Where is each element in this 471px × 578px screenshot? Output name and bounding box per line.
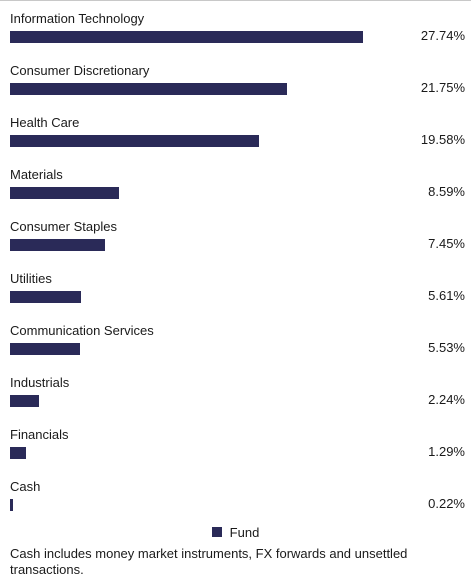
bar <box>10 447 26 459</box>
chart-legend: Fund <box>0 525 471 541</box>
bar-value-label: 19.58% <box>420 132 465 147</box>
bar <box>10 31 363 43</box>
bar-category-label: Consumer Discretionary <box>10 63 150 78</box>
bar-category-label: Cash <box>10 479 41 494</box>
bar-row: Industrials 2.24% <box>10 364 465 416</box>
bar <box>10 187 119 199</box>
bar <box>10 291 81 303</box>
bar-category-label: Industrials <box>10 375 70 390</box>
bar-value-label: 7.45% <box>428 236 465 251</box>
bar-row: Communication Services 5.53% <box>10 312 465 364</box>
bar-category-label: Health Care <box>10 115 80 130</box>
bar-row: Consumer Discretionary 21.75% <box>10 52 465 104</box>
legend-label-fund: Fund <box>229 525 260 540</box>
bar-row: Information Technology 27.74% <box>10 0 465 52</box>
bar-row: Consumer Staples 7.45% <box>10 208 465 260</box>
bar-value-label: 8.59% <box>428 184 465 199</box>
bar-category-label: Information Technology <box>10 11 145 26</box>
bar-category-label: Communication Services <box>10 323 154 338</box>
bar <box>10 135 259 147</box>
footnote: Cash includes money market instruments, … <box>10 546 408 577</box>
bar-category-label: Utilities <box>10 271 52 286</box>
bar-value-label: 1.29% <box>428 444 465 459</box>
legend-swatch-fund <box>211 527 222 537</box>
bar <box>10 395 39 407</box>
bar <box>10 83 287 95</box>
bar-value-label: 5.53% <box>428 340 465 355</box>
top-divider <box>0 0 471 1</box>
bar <box>10 239 105 251</box>
bar-category-label: Materials <box>10 167 63 182</box>
bar-row: Financials 1.29% <box>10 416 465 468</box>
bar-row: Utilities 5.61% <box>10 260 465 312</box>
sector-allocation-chart: Information Technology 27.74% Consumer Dis… <box>10 0 465 520</box>
bar-category-label: Consumer Staples <box>10 219 117 234</box>
bar-value-label: 2.24% <box>428 392 465 407</box>
bar <box>10 343 80 355</box>
bar-value-label: 27.74% <box>420 28 465 43</box>
bar-value-label: 5.61% <box>428 288 465 303</box>
bar-row: Materials 8.59% <box>10 156 465 208</box>
bar <box>10 499 13 511</box>
bar-row: Cash 0.22% <box>10 468 465 520</box>
bar-category-label: Financials <box>10 427 69 442</box>
bar-value-label: 21.75% <box>420 80 465 95</box>
bar-value-label: 0.22% <box>428 496 465 511</box>
bar-row: Health Care 19.58% <box>10 104 465 156</box>
